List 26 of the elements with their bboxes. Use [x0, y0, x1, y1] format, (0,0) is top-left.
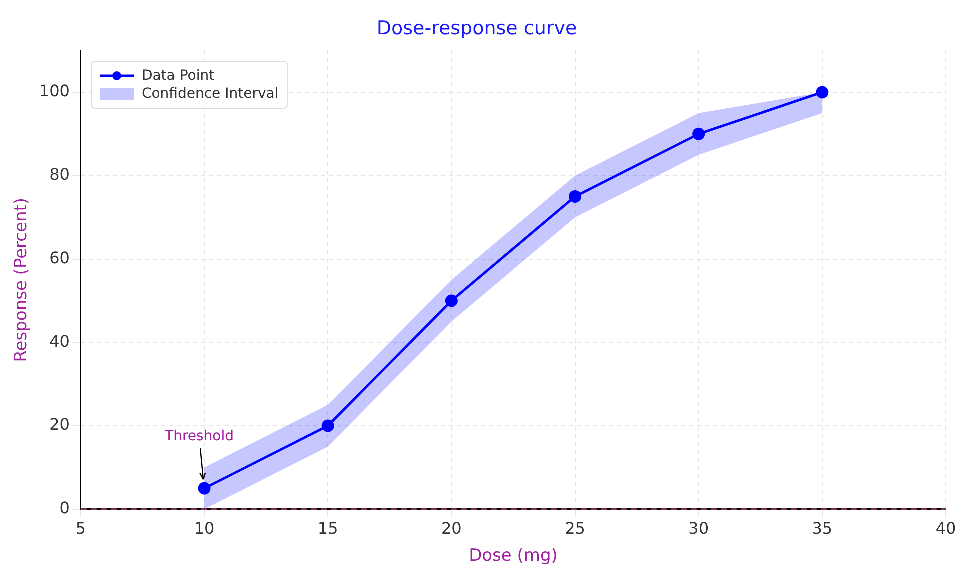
annotation: Confidence Interval: [142, 86, 279, 102]
x-tick-label: 30: [688, 519, 710, 538]
x-axis-title: Dose (mg): [469, 546, 558, 566]
x-tick-label: 25: [565, 519, 586, 538]
annotation: Threshold: [164, 428, 234, 445]
y-tick-label: 0: [60, 498, 70, 518]
y-tick-label: 100: [39, 82, 70, 101]
point: [322, 420, 334, 432]
point: [569, 190, 582, 203]
chart-title: Dose-response curve: [376, 17, 578, 40]
x-tick-label: 20: [442, 519, 462, 538]
x-tick-label: 40: [936, 519, 956, 538]
x-tick-label: 10: [194, 519, 215, 538]
x-tick-label: 5: [76, 519, 86, 538]
x-tick-label: 15: [318, 519, 338, 538]
point: [198, 482, 211, 495]
y-axis-title: Response (Percent): [12, 198, 32, 362]
x-tick-label: 35: [812, 519, 833, 538]
y-tick-label: 20: [50, 415, 70, 434]
point: [816, 86, 829, 99]
point: [692, 128, 706, 140]
legend-label: Data Point: [142, 68, 215, 84]
y-tick-label: 60: [50, 248, 70, 268]
y-tick-label: 40: [50, 332, 70, 351]
point: [445, 294, 458, 308]
y-tick-label: 80: [50, 165, 70, 184]
